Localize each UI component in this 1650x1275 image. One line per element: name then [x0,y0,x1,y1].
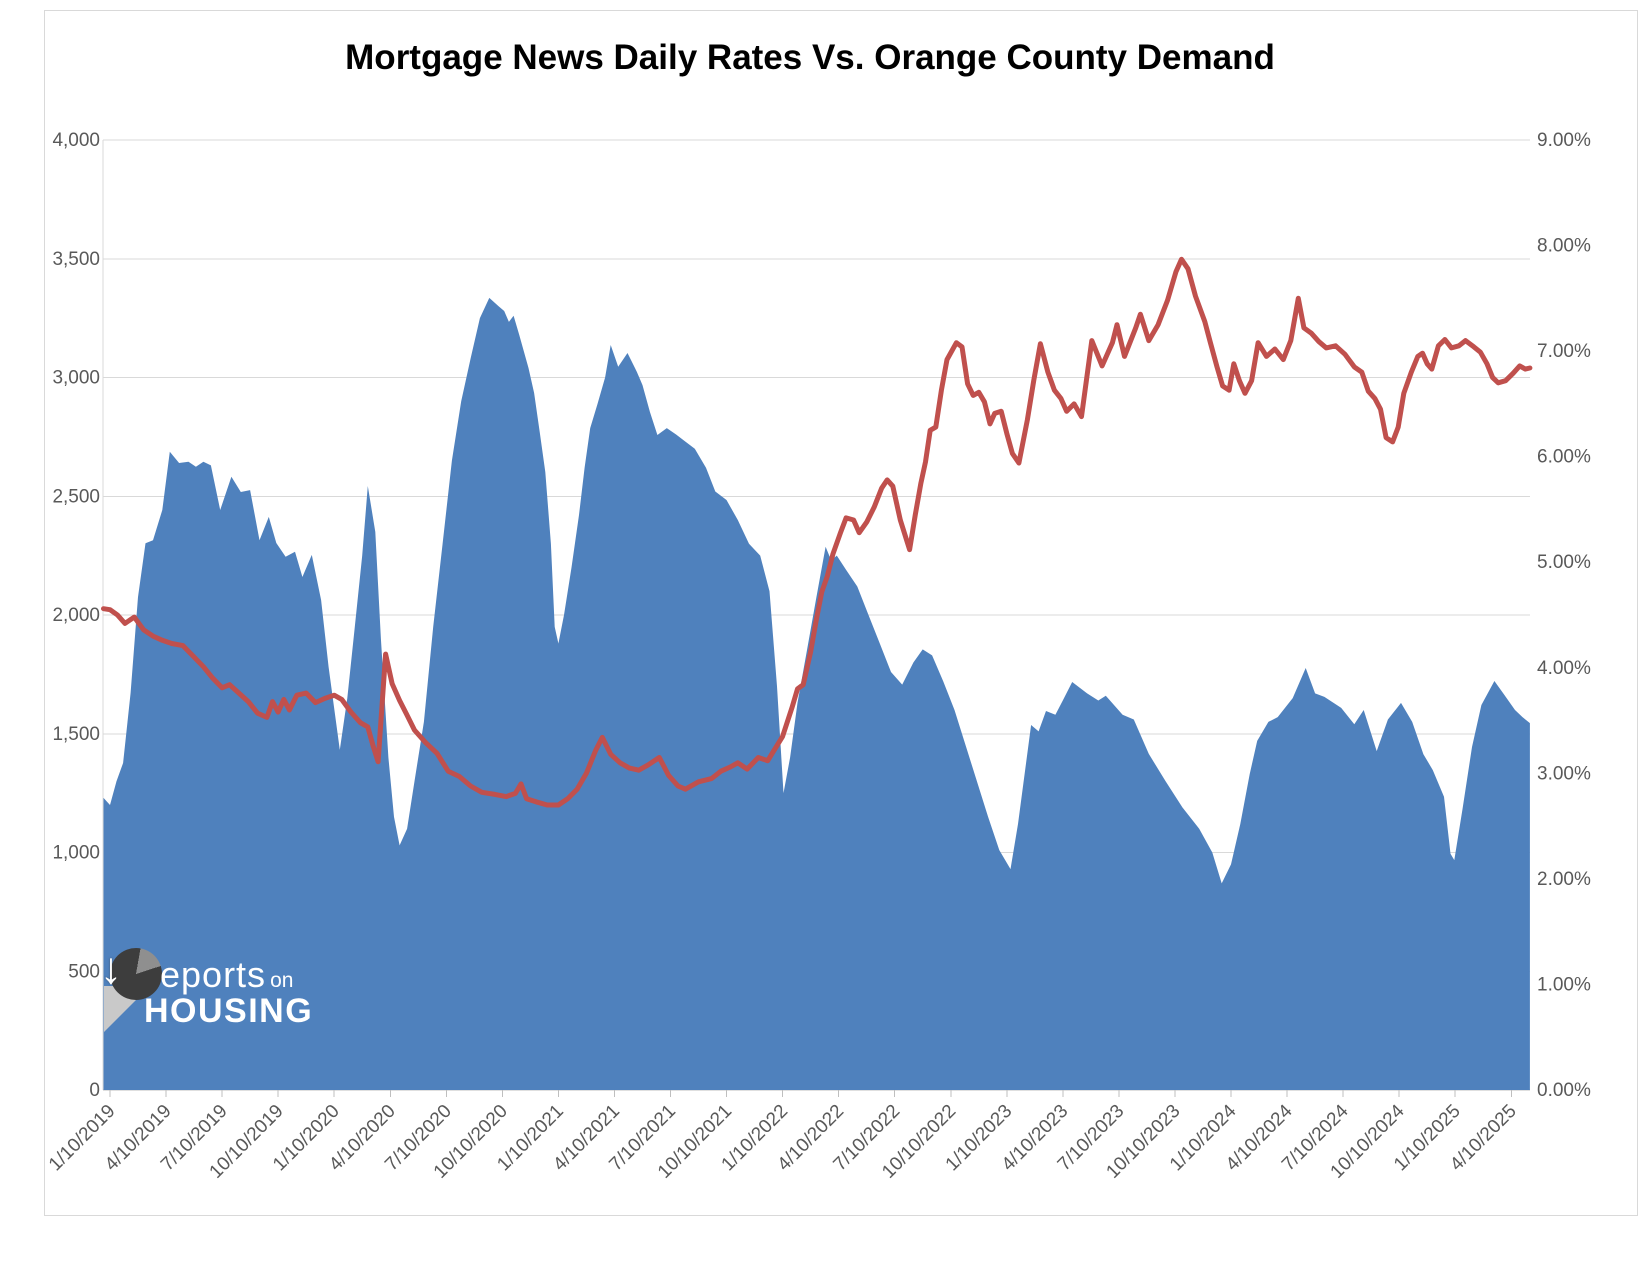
demand-area-series [103,297,1530,1090]
chart-frame [44,10,1638,1216]
svg-text:0: 0 [89,1080,100,1101]
svg-text:500: 500 [68,961,100,982]
pie-chart-icon [110,948,162,1000]
svg-text:1,000: 1,000 [52,843,100,864]
right-axis-labels: 0.00% 1.00% 2.00% 3.00% 4.00% 5.00% 6.00% 7.00%… [1537,130,1591,1101]
logo-text-line2: HOUSING [144,992,314,1030]
svg-text:3,000: 3,000 [52,368,100,389]
chart-title: Mortgage News Daily Rates Vs. Orange Cou… [345,38,1275,77]
x-axis-labels: 1/10/20194/10/20197/10/201910/10/20191/1… [45,1100,1521,1182]
svg-text:3,500: 3,500 [52,249,100,270]
svg-text:1.00%: 1.00% [1537,974,1591,995]
svg-text:3.00%: 3.00% [1537,763,1591,784]
rate-line-series [101,256,1533,808]
x-axis-tick-marks [109,1090,1512,1097]
left-axis-labels: 0 500 1,000 1,500 2,000 2,500 3,000 3,500 4,000 [52,130,100,1101]
svg-text:1,500: 1,500 [52,724,100,745]
logo-text-line1: eports on [160,954,294,995]
svg-text:2,000: 2,000 [52,605,100,626]
svg-text:2.00%: 2.00% [1537,869,1591,890]
svg-text:4,000: 4,000 [52,130,100,151]
svg-text:0.00%: 0.00% [1537,1080,1591,1101]
svg-text:6.00%: 6.00% [1537,447,1591,468]
svg-text:9.00%: 9.00% [1537,130,1591,151]
svg-text:2,500: 2,500 [52,486,100,507]
svg-text:5.00%: 5.00% [1537,552,1591,573]
svg-text:7.00%: 7.00% [1537,341,1591,362]
download-arrow-icon: ↓ [100,944,122,993]
svg-text:8.00%: 8.00% [1537,236,1591,257]
reports-on-housing-logo: ↓ eports on HOUSING [100,942,352,1042]
svg-text:4.00%: 4.00% [1537,658,1591,679]
